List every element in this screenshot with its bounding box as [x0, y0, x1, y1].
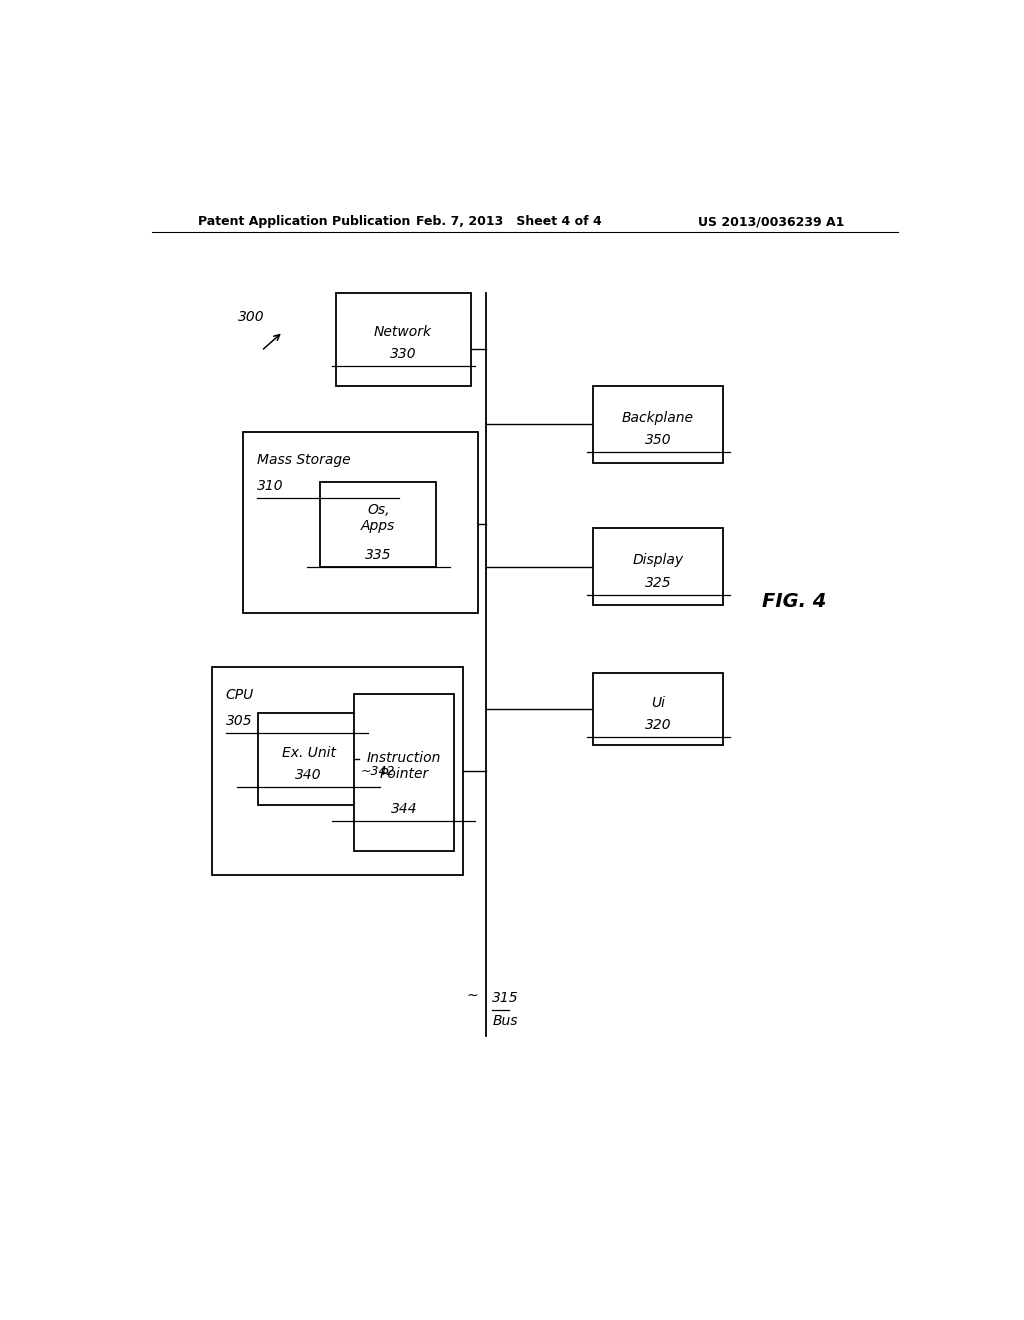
Text: 315: 315: [493, 991, 519, 1005]
Text: 344: 344: [390, 801, 417, 816]
Text: Backplane: Backplane: [623, 411, 694, 425]
Bar: [354, 693, 454, 851]
Bar: [243, 432, 478, 612]
Text: 320: 320: [645, 718, 672, 733]
Text: Ui: Ui: [651, 696, 666, 710]
Bar: [593, 385, 723, 462]
Text: 310: 310: [257, 479, 284, 492]
Text: Mass Storage: Mass Storage: [257, 453, 350, 467]
Text: CPU: CPU: [225, 688, 254, 702]
Bar: [258, 713, 359, 805]
Text: US 2013/0036239 A1: US 2013/0036239 A1: [697, 215, 844, 228]
Text: FIG. 4: FIG. 4: [762, 591, 826, 611]
Bar: [593, 528, 723, 605]
Text: 340: 340: [295, 768, 322, 783]
Text: Network: Network: [374, 325, 432, 339]
Bar: [593, 673, 723, 744]
Text: 330: 330: [390, 347, 417, 360]
Text: Display: Display: [633, 553, 684, 568]
Text: Ex. Unit: Ex. Unit: [282, 746, 336, 760]
Text: Instruction
Pointer: Instruction Pointer: [367, 751, 441, 781]
Text: 335: 335: [365, 548, 391, 561]
Text: ~: ~: [467, 989, 478, 1003]
Text: 305: 305: [225, 714, 252, 727]
Bar: [336, 293, 471, 385]
Text: Os,
Apps: Os, Apps: [361, 503, 395, 533]
Text: Bus: Bus: [493, 1014, 518, 1028]
Text: 300: 300: [238, 310, 264, 323]
Text: 325: 325: [645, 576, 672, 590]
Text: ~342: ~342: [360, 764, 395, 777]
Bar: [321, 482, 436, 566]
Bar: [212, 667, 463, 875]
Text: Patent Application Publication: Patent Application Publication: [198, 215, 411, 228]
Text: 350: 350: [645, 433, 672, 447]
Text: Feb. 7, 2013   Sheet 4 of 4: Feb. 7, 2013 Sheet 4 of 4: [417, 215, 602, 228]
